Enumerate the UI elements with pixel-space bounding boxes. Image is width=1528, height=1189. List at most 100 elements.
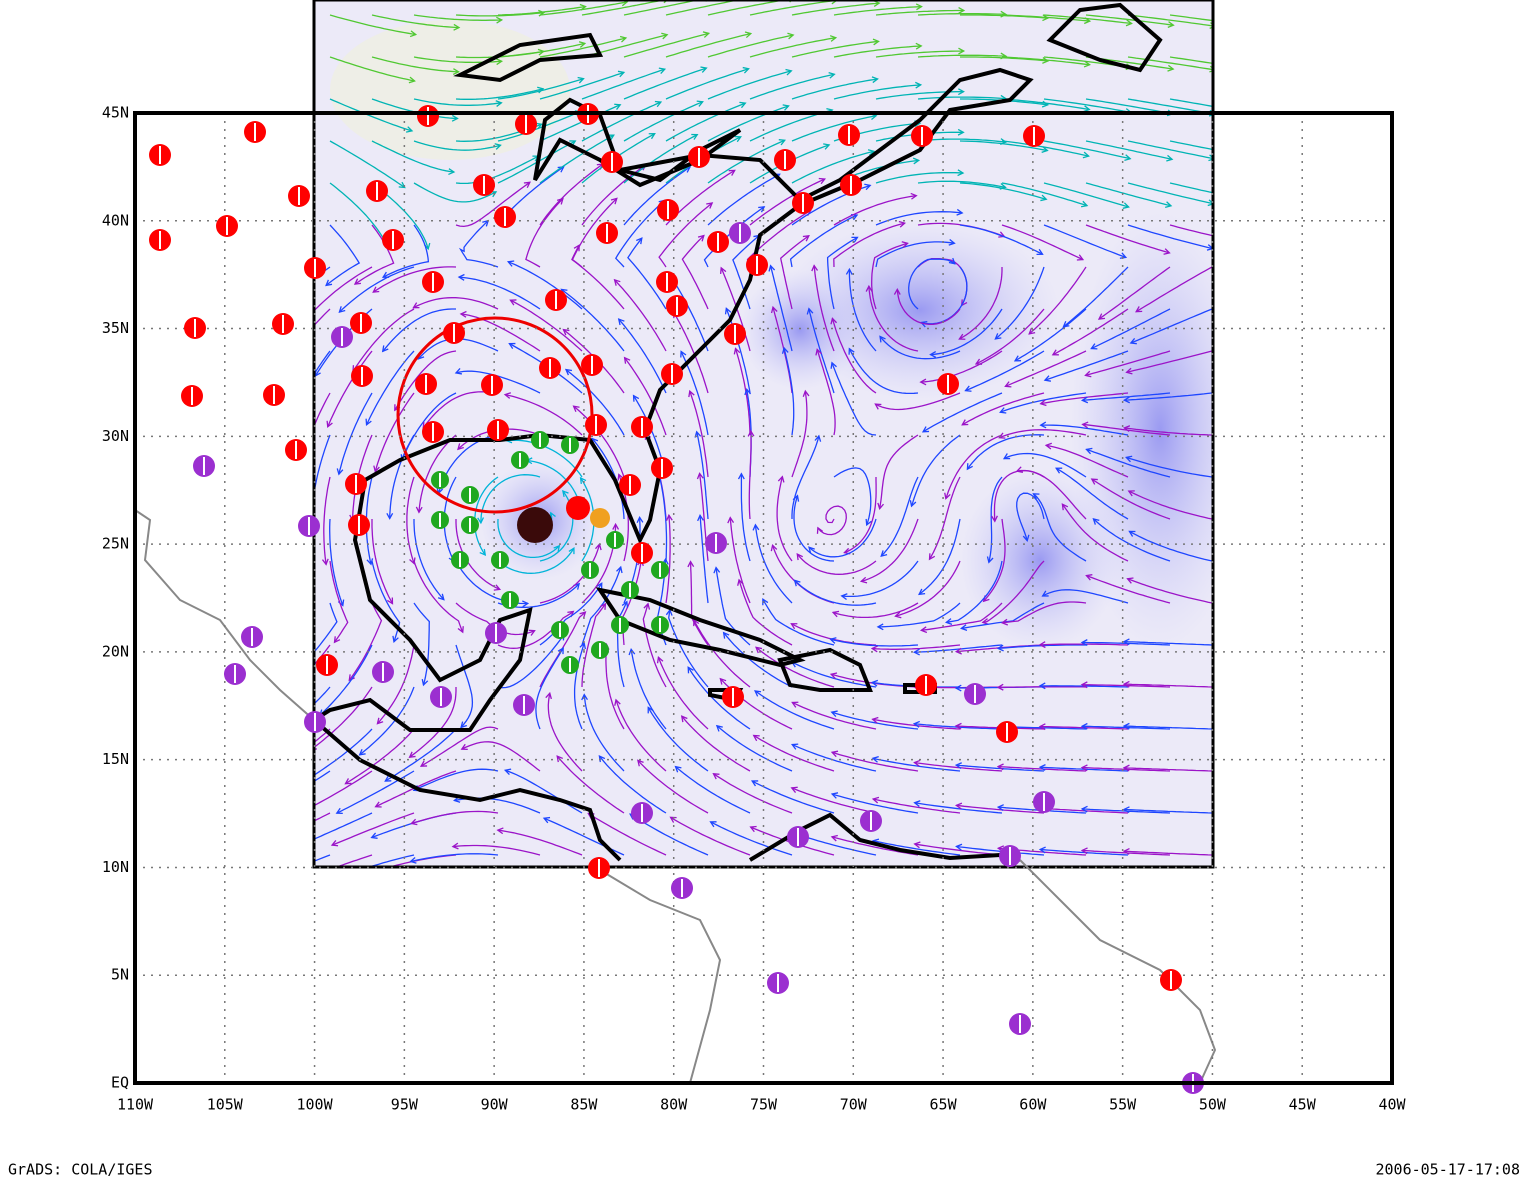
x-tick-label: 85W xyxy=(570,1096,598,1114)
arrowhead xyxy=(581,693,588,701)
arrowhead xyxy=(957,128,965,136)
streamline xyxy=(314,812,373,840)
streamline xyxy=(779,235,810,310)
streamline xyxy=(1085,350,1171,377)
streamline xyxy=(749,73,835,100)
arrowhead xyxy=(871,76,879,84)
streamline xyxy=(791,40,879,58)
arrowhead xyxy=(737,578,744,586)
streamline xyxy=(314,308,331,327)
arrowhead xyxy=(752,523,760,531)
streamline xyxy=(1043,182,1129,208)
streamline xyxy=(497,78,584,100)
streamline xyxy=(642,603,667,688)
streamline xyxy=(1086,574,1171,604)
streamline xyxy=(413,602,430,686)
coast xyxy=(748,812,1021,862)
streamline xyxy=(1082,392,1171,402)
shade xyxy=(740,270,860,390)
streamline xyxy=(420,726,499,767)
arrowhead xyxy=(669,816,677,823)
arrowhead xyxy=(454,368,463,375)
streamline xyxy=(789,214,858,268)
streamline xyxy=(1098,266,1171,320)
arrowhead xyxy=(1080,639,1088,646)
streamline xyxy=(1091,308,1171,350)
arrowhead xyxy=(802,389,810,398)
streamline xyxy=(959,224,1043,255)
streamline xyxy=(1040,424,1129,436)
streamline xyxy=(832,602,919,619)
streamline xyxy=(994,266,1045,340)
streamline xyxy=(630,649,667,730)
arrowhead xyxy=(781,346,789,354)
footer-right: 2006-05-17-17:08 xyxy=(1376,1161,1521,1179)
arrowhead xyxy=(912,157,921,165)
arrowhead xyxy=(879,335,886,343)
arrowhead xyxy=(696,472,704,480)
arrowhead xyxy=(901,241,909,248)
arrowhead xyxy=(535,122,543,130)
arrowhead xyxy=(453,23,461,31)
arrowhead xyxy=(1004,381,1012,388)
arrowhead xyxy=(870,679,879,687)
streamline xyxy=(746,209,811,268)
arrowhead xyxy=(829,35,838,42)
streamline xyxy=(588,813,667,856)
arrowhead xyxy=(1124,154,1132,161)
streamline xyxy=(707,173,781,226)
arrowhead xyxy=(578,41,587,48)
streamline xyxy=(384,728,457,782)
x-tick-label: 55W xyxy=(1109,1096,1137,1114)
arrowhead xyxy=(557,646,564,655)
streamlines xyxy=(314,0,1213,867)
streamline xyxy=(848,269,877,352)
streamline xyxy=(1044,350,1129,381)
arrowhead xyxy=(791,701,799,708)
arrowhead xyxy=(421,678,429,687)
arrowhead xyxy=(408,751,416,759)
streamline xyxy=(751,780,835,814)
arrowhead xyxy=(1125,367,1133,375)
streamline xyxy=(844,477,877,554)
streamline xyxy=(507,261,583,310)
arrowhead xyxy=(702,31,711,38)
arrowhead xyxy=(753,690,762,697)
streamline xyxy=(681,235,709,310)
streamline xyxy=(831,711,919,730)
arrowhead xyxy=(806,307,814,315)
streamline xyxy=(960,56,1048,62)
streamline xyxy=(455,155,539,185)
x-tick-label: 70W xyxy=(840,1096,868,1114)
arrowhead xyxy=(336,468,344,476)
streamline xyxy=(833,84,921,100)
arrowhead xyxy=(1013,355,1022,362)
streamline xyxy=(808,308,835,394)
streamline xyxy=(561,288,625,352)
streamline xyxy=(783,347,795,436)
streamline xyxy=(539,544,601,604)
arrowhead xyxy=(954,684,962,692)
arrowhead xyxy=(1000,618,1009,626)
arrowhead xyxy=(1040,194,1048,202)
arrowhead xyxy=(648,133,656,140)
streamline xyxy=(539,104,621,142)
streamline xyxy=(658,473,668,562)
streamline xyxy=(618,318,667,394)
streamline xyxy=(965,350,1045,392)
arrowhead xyxy=(621,600,629,608)
streamline xyxy=(329,98,413,132)
arrowhead xyxy=(758,206,766,213)
arrowhead xyxy=(1122,722,1130,730)
arrowhead xyxy=(762,598,769,606)
streamline xyxy=(1124,392,1213,401)
streamline xyxy=(871,242,908,310)
x-tick-label: 50W xyxy=(1199,1096,1227,1114)
arrowhead xyxy=(709,821,717,828)
arrowhead xyxy=(1080,847,1088,855)
arrowhead xyxy=(663,0,669,4)
streamline xyxy=(372,266,457,293)
arrowhead xyxy=(599,602,607,610)
arrowhead xyxy=(996,683,1004,691)
streamline xyxy=(658,202,713,268)
